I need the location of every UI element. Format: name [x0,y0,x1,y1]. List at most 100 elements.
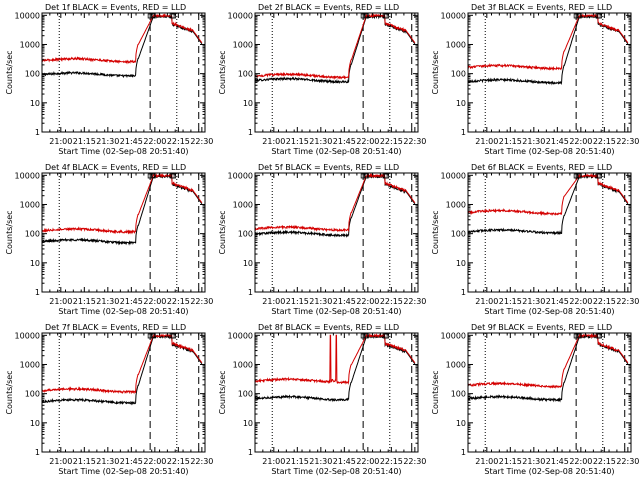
lld-series-line [468,13,629,72]
x-tick-label: 21:30 [522,297,545,306]
plot-frame [467,12,632,133]
x-tick-label: 22:15 [167,297,190,306]
x-tick-label: 21:45 [120,137,143,146]
chart-title: Det 6f BLACK = Events, RED = LLD [471,163,612,172]
chart-svg: Det 3f BLACK = Events, RED = LLD Counts/s… [431,3,639,156]
x-tick-label: 21:30 [96,457,119,466]
y-tick-label: 1000 [20,360,40,369]
y-tick-label: 1 [248,128,253,137]
det-panel-2: Det 2f BLACK = Events, RED = LLD Counts/s… [213,0,426,160]
plot-frame [467,172,632,293]
events-series-line [255,14,416,85]
x-tick-label: 22:00 [569,457,592,466]
x-tick-label: 21:00 [49,137,72,146]
y-axis-label: Counts/sec [5,370,14,414]
x-tick-label: 22:30 [616,457,639,466]
x-tick-label: 22:15 [167,457,190,466]
x-tick-label: 22:00 [143,297,166,306]
events-series-line [468,14,629,86]
x-axis-label: Start Time (02-Sep-08 20:51:40) [58,467,188,476]
x-tick-label: 21:45 [546,297,569,306]
x-axis-label: Start Time (02-Sep-08 20:51:40) [484,307,614,316]
x-tick-label: 21:00 [475,137,498,146]
x-tick-label: 22:00 [143,457,166,466]
y-tick-label: 1 [461,128,466,137]
saturation-marker [171,333,177,339]
det-panel-8: Det 8f BLACK = Events, RED = LLD Counts/s… [213,320,426,480]
saturation-marker [597,173,603,179]
y-tick-label: 1000 [446,40,466,49]
x-tick-label: 22:30 [190,297,213,306]
x-tick-label: 21:00 [262,297,285,306]
x-tick-label: 22:30 [190,137,213,146]
y-tick-label: 100 [451,230,466,239]
saturation-marker [360,333,366,339]
x-axis-label: Start Time (02-Sep-08 20:51:40) [484,467,614,476]
x-axis-label: Start Time (02-Sep-08 20:51:40) [484,147,614,156]
y-tick-label: 100 [451,70,466,79]
chart-title: Det 9f BLACK = Events, RED = LLD [471,323,612,332]
x-tick-label: 22:00 [356,457,379,466]
y-tick-label: 1000 [20,200,40,209]
x-tick-label: 22:15 [593,297,616,306]
x-tick-label: 21:45 [333,457,356,466]
saturation-marker [573,333,579,339]
chart-svg: Det 1f BLACK = Events, RED = LLD Counts/s… [5,3,213,156]
y-tick-label: 10 [30,99,40,108]
chart-title: Det 2f BLACK = Events, RED = LLD [258,3,399,12]
chart-svg: Det 8f BLACK = Events, RED = LLD Counts/s… [218,323,426,476]
x-tick-label: 21:45 [120,457,143,466]
lld-series-line [255,13,416,80]
x-axis-label: Start Time (02-Sep-08 20:51:40) [271,147,401,156]
chart-svg: Det 7f BLACK = Events, RED = LLD Counts/s… [5,323,213,476]
y-tick-label: 1 [35,128,40,137]
saturation-marker [597,333,603,339]
y-tick-label: 100 [451,390,466,399]
saturation-marker [384,173,390,179]
x-tick-label: 22:00 [356,137,379,146]
y-tick-label: 10 [30,259,40,268]
x-tick-label: 21:45 [546,137,569,146]
y-tick-label: 100 [238,390,253,399]
y-tick-label: 10 [456,99,466,108]
y-tick-label: 100 [238,70,253,79]
det-panel-1: Det 1f BLACK = Events, RED = LLD Counts/s… [0,0,213,160]
y-axis-label: Counts/sec [431,210,440,254]
saturation-marker [573,173,579,179]
y-tick-label: 10000 [15,331,40,340]
x-tick-label: 21:15 [73,297,96,306]
plot-area [255,173,416,292]
x-tick-label: 22:15 [593,137,616,146]
y-tick-label: 10 [243,259,253,268]
x-tick-label: 22:30 [403,297,426,306]
plot-area [42,333,203,452]
det-panel-5: Det 5f BLACK = Events, RED = LLD Counts/s… [213,160,426,320]
det-panel-7: Det 7f BLACK = Events, RED = LLD Counts/s… [0,320,213,480]
x-tick-label: 22:15 [380,297,403,306]
plot-area [468,13,629,132]
plot-area [42,13,203,132]
x-axis-label: Start Time (02-Sep-08 20:51:40) [58,147,188,156]
plot-area [468,333,629,452]
y-tick-label: 10000 [441,331,466,340]
y-tick-label: 1000 [446,360,466,369]
plot-frame [41,172,206,293]
x-tick-label: 21:15 [73,137,96,146]
plot-area [468,173,629,292]
saturation-marker [147,13,153,19]
y-tick-label: 1000 [233,200,253,209]
chart-svg: Det 9f BLACK = Events, RED = LLD Counts/s… [431,323,639,476]
x-tick-label: 22:00 [356,297,379,306]
y-tick-label: 10 [30,419,40,428]
x-tick-label: 22:15 [593,457,616,466]
y-axis-label: Counts/sec [431,50,440,94]
x-tick-label: 21:00 [49,297,72,306]
y-tick-label: 10000 [15,171,40,180]
y-axis-label: Counts/sec [218,210,227,254]
x-tick-label: 21:30 [309,297,332,306]
y-tick-label: 100 [25,390,40,399]
y-tick-label: 1 [35,448,40,457]
plot-frame [254,332,419,453]
y-tick-label: 1000 [233,40,253,49]
saturation-marker [573,13,579,19]
